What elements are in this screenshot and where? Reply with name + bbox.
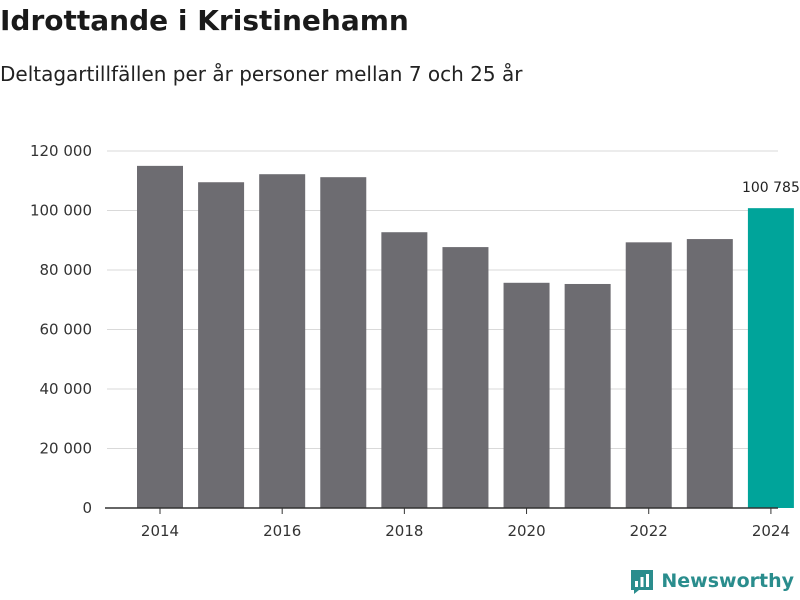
x-tick-label: 2016	[263, 522, 301, 540]
brand-logo: Newsworthy	[629, 568, 794, 594]
newsworthy-logo-icon	[631, 570, 654, 594]
data-label: 100 785	[742, 180, 800, 196]
y-tick-label: 0	[82, 499, 92, 517]
x-tick-label: 2014	[141, 522, 179, 540]
y-tick-label: 20 000	[40, 440, 93, 458]
y-tick-label: 120 000	[30, 142, 92, 160]
bar-highlight	[747, 208, 794, 509]
bar	[137, 165, 183, 508]
bar	[564, 283, 611, 508]
y-tick-label: 40 000	[40, 380, 93, 398]
x-tick-label: 2022	[630, 522, 668, 540]
bar	[381, 232, 428, 508]
y-tick-label: 60 000	[40, 321, 93, 339]
y-tick-label: 80 000	[40, 261, 93, 279]
chart-subtitle: Deltagartillfällen per år personer mella…	[0, 62, 523, 86]
brand-name: Newsworthy	[661, 570, 794, 592]
x-tick-label: 2024	[752, 522, 790, 540]
bar	[198, 182, 245, 509]
chart-title: Idrottande i Kristinehamn	[0, 4, 409, 37]
bar	[259, 174, 306, 508]
x-tick-label: 2018	[385, 522, 423, 540]
y-tick-label: 100 000	[30, 202, 92, 220]
bar	[442, 247, 489, 508]
bar	[503, 282, 550, 508]
bar	[625, 242, 672, 508]
bar	[320, 177, 367, 508]
bar	[686, 239, 733, 508]
x-tick-label: 2020	[507, 522, 545, 540]
